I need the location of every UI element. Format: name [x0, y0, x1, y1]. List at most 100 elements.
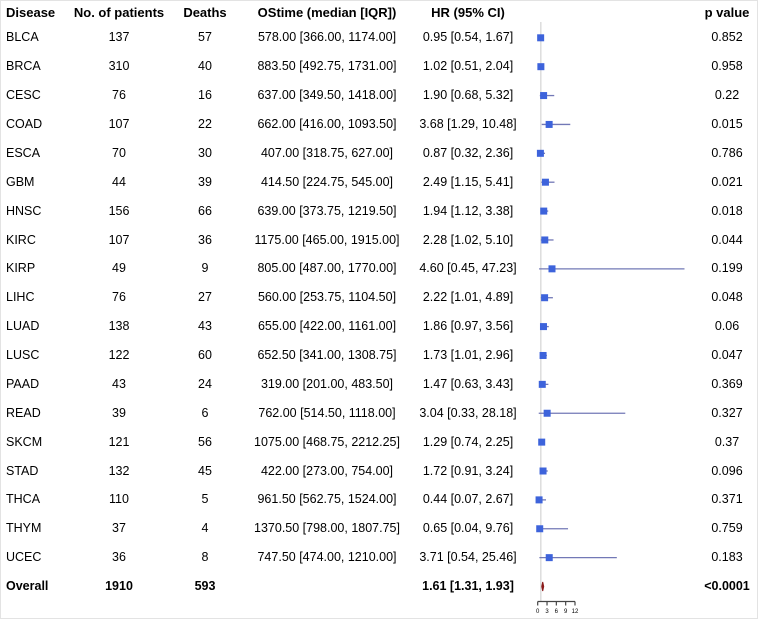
cell-ostime: 560.00 [253.75, 1104.50] — [257, 290, 397, 305]
table-row: ESCA 70 30 407.00 [318.75, 627.00] 0.87 … — [1, 139, 757, 168]
cell-patients: 44 — [112, 174, 126, 189]
cell-patients: 76 — [112, 88, 126, 103]
cell-ostime: 319.00 [201.00, 483.50] — [260, 376, 394, 391]
cell-deaths: 8 — [201, 550, 209, 565]
x-axis-tick-label: 9 — [564, 609, 568, 615]
cell-pvalue: 0.199 — [711, 261, 743, 276]
cell-deaths: 60 — [198, 348, 212, 363]
cell-hr: 1.02 [0.51, 2.04] — [422, 59, 514, 74]
cell-patients: 107 — [108, 232, 130, 247]
cell-patients: 49 — [112, 261, 126, 276]
table-row: KIRC 107 36 1175.00 [465.00, 1915.00] 2.… — [1, 226, 757, 255]
cell-hr: 2.22 [1.01, 4.89] — [422, 290, 514, 305]
cell-patients: 156 — [108, 203, 130, 218]
cell-ostime: 652.50 [341.00, 1308.75] — [257, 348, 397, 363]
cell-disease: CESC — [6, 88, 41, 103]
cell-deaths: 16 — [198, 88, 212, 103]
cell-disease: READ — [6, 405, 41, 420]
table-row: LUAD 138 43 655.00 [422.00, 1161.00] 1.8… — [1, 312, 757, 341]
cell-ostime: 655.00 [422.00, 1161.00] — [257, 319, 397, 334]
cell-deaths: 9 — [201, 261, 209, 276]
cell-hr: 1.72 [0.91, 3.24] — [422, 463, 514, 478]
cell-patients: 1910 — [105, 579, 133, 594]
table-row: KIRP 49 9 805.00 [487.00, 1770.00] 4.60 … — [1, 254, 757, 283]
x-axis-tick-label: 12 — [572, 609, 579, 615]
cell-disease: LIHC — [6, 290, 35, 305]
table-row: THYM 37 4 1370.50 [798.00, 1807.75] 0.65… — [1, 514, 757, 543]
cell-disease: LUSC — [6, 348, 40, 363]
cell-hr: 1.73 [1.01, 2.96] — [422, 348, 514, 363]
cell-hr: 3.04 [0.33, 28.18] — [419, 405, 517, 420]
cell-disease: HNSC — [6, 203, 42, 218]
cell-deaths: 24 — [198, 376, 212, 391]
cell-pvalue: 0.852 — [711, 30, 743, 45]
cell-deaths: 5 — [201, 492, 209, 507]
cell-deaths: 43 — [198, 319, 212, 334]
cell-disease: BRCA — [6, 59, 41, 74]
cell-deaths: 4 — [201, 521, 209, 536]
cell-pvalue: 0.369 — [711, 376, 743, 391]
cell-disease: LUAD — [6, 319, 40, 334]
table-row: STAD 132 45 422.00 [273.00, 754.00] 1.72… — [1, 457, 757, 486]
cell-patients: 310 — [108, 59, 130, 74]
cell-disease: UCEC — [6, 550, 42, 565]
cell-pvalue: 0.22 — [714, 88, 740, 103]
cell-ostime: 662.00 [416.00, 1093.50] — [257, 117, 397, 131]
cell-pvalue: 0.37 — [714, 434, 740, 449]
cell-pvalue: 0.018 — [711, 203, 743, 218]
cell-patients: 121 — [108, 434, 130, 449]
cell-pvalue: 0.327 — [711, 405, 743, 420]
cell-ostime: 1175.00 [465.00, 1915.00] — [254, 232, 400, 247]
cell-deaths: 22 — [198, 117, 212, 131]
cell-hr: 0.95 [0.54, 1.67] — [422, 30, 514, 45]
x-axis-tick-label: 6 — [555, 609, 559, 615]
cell-deaths: 66 — [198, 203, 212, 218]
cell-patients: 36 — [112, 550, 126, 565]
table-row: SKCM 121 56 1075.00 [468.75, 2212.25] 1.… — [1, 428, 757, 457]
cell-disease: STAD — [6, 463, 39, 478]
cell-pvalue: 0.096 — [711, 463, 743, 478]
table-row: LIHC 76 27 560.00 [253.75, 1104.50] 2.22… — [1, 283, 757, 312]
cell-patients: 37 — [112, 521, 126, 536]
cell-pvalue: 0.044 — [711, 232, 743, 247]
cell-deaths: 45 — [198, 463, 212, 478]
cell-patients: 43 — [112, 376, 126, 391]
cell-disease: GBM — [6, 174, 35, 189]
cell-ostime: 762.00 [514.50, 1118.00] — [258, 405, 396, 420]
cell-ostime: 1370.50 [798.00, 1807.75] — [254, 521, 400, 536]
cell-patients: 110 — [109, 492, 129, 507]
table-row: BLCA 137 57 578.00 [366.00, 1174.00] 0.9… — [1, 23, 757, 52]
table-header-row: Disease No. of patients Deaths OStime (m… — [1, 3, 757, 23]
table-row: CESC 76 16 637.00 [349.50, 1418.00] 1.90… — [1, 81, 757, 110]
cell-ostime: 639.00 [373.75, 1219.50] — [257, 203, 397, 218]
cell-ostime: 961.50 [562.75, 1524.00] — [257, 492, 397, 507]
cell-patients: 39 — [112, 405, 126, 420]
table-row: Overall 1910 593 1.61 [1.31, 1.93] <0.00… — [1, 572, 757, 601]
cell-patients: 76 — [112, 290, 126, 305]
cell-disease: SKCM — [6, 434, 43, 449]
cell-hr: 1.29 [0.74, 2.25] — [422, 434, 514, 449]
table-row: UCEC 36 8 747.50 [474.00, 1210.00] 3.71 … — [1, 543, 757, 572]
cell-ostime: 422.00 [273.00, 754.00] — [260, 463, 394, 478]
cell-deaths: 39 — [198, 174, 212, 189]
cell-ostime — [239, 572, 415, 601]
cell-ostime: 578.00 [366.00, 1174.00] — [257, 30, 397, 45]
cell-hr: 2.49 [1.15, 5.41] — [422, 174, 514, 189]
cell-deaths: 56 — [198, 434, 212, 449]
cell-disease: PAAD — [6, 376, 40, 391]
cell-disease: THYM — [6, 521, 42, 536]
table-row: COAD 107 22 662.00 [416.00, 1093.50] 3.6… — [1, 110, 757, 139]
cell-hr: 1.47 [0.63, 3.43] — [422, 376, 514, 391]
cell-hr: 3.71 [0.54, 25.46] — [419, 550, 517, 565]
cell-deaths: 6 — [201, 405, 209, 420]
cell-pvalue: 0.06 — [714, 319, 740, 334]
x-axis-tick-label: 0 — [536, 609, 540, 615]
table-row: READ 39 6 762.00 [514.50, 1118.00] 3.04 … — [1, 399, 757, 428]
cell-patients: 70 — [112, 145, 126, 160]
column-header-deaths: Deaths — [183, 5, 227, 20]
table-row: PAAD 43 24 319.00 [201.00, 483.50] 1.47 … — [1, 370, 757, 399]
cell-deaths: 57 — [198, 30, 212, 45]
cell-pvalue: 0.371 — [711, 492, 743, 507]
column-header-pvalue: p value — [704, 5, 750, 20]
cell-disease: BLCA — [6, 30, 39, 45]
